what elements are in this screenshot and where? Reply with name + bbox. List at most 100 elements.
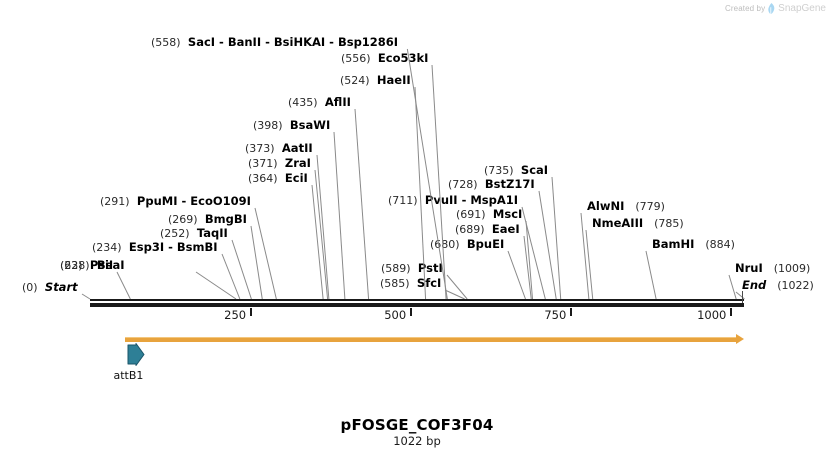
enzyme-name: BsaWI (289, 118, 331, 132)
enzyme-name: ScaI (520, 163, 549, 177)
ruler-tick-label: 500 (384, 308, 407, 322)
site-position: (779) (635, 200, 665, 213)
site-position: (228) (60, 259, 90, 272)
enzyme-name: SacI (187, 35, 216, 49)
site-position: (585) (380, 277, 410, 290)
enzyme-name: EaeI (491, 222, 520, 236)
enzyme-name: EciI (284, 171, 308, 185)
site-position: (269) (168, 213, 198, 226)
enzyme-name: BstZ17I (484, 177, 535, 191)
leader-line (431, 64, 447, 300)
restriction-site-label[interactable]: (524) HaeII (340, 74, 411, 87)
leader-line (81, 293, 91, 300)
enzyme-name: TaqII (196, 226, 228, 240)
leader-line (521, 206, 546, 300)
restriction-site-label[interactable]: (291) PpuMI - EcoO109I (100, 195, 251, 208)
restriction-site-label[interactable]: (691) MscI (456, 208, 522, 221)
restriction-site-label[interactable]: (728) BstZ17I (448, 178, 535, 191)
leader-line (551, 176, 562, 300)
restriction-site-label[interactable]: (558) SacI - BanII - BsiHKAI - Bsp1286I (151, 36, 398, 49)
enzyme-name: HaeII (376, 73, 411, 87)
restriction-site-label[interactable]: (680) BpuEI (430, 238, 504, 251)
enzyme-name: Esp3I (128, 240, 165, 254)
site-position: (558) (151, 36, 181, 49)
site-position: (785) (654, 217, 684, 230)
restriction-site-label[interactable]: (252) TaqII (160, 227, 228, 240)
restriction-site-label[interactable]: (585) SfcI (380, 277, 441, 290)
enzyme-name: Start (44, 280, 78, 294)
leader-line (406, 48, 448, 300)
leader-line (195, 271, 237, 300)
restriction-site-label[interactable]: AlwNI (779) (587, 200, 665, 213)
restriction-site-label[interactable]: (364) EciI (248, 172, 308, 185)
enzyme-name: BpuEI (466, 237, 505, 251)
restriction-site-label[interactable]: (711) PvuII - MspA1I (388, 194, 518, 207)
leader-line (414, 86, 427, 300)
site-position: (1022) (777, 279, 814, 292)
restriction-site-label[interactable]: (373) AatII (245, 142, 313, 155)
sequence-end-cap (742, 291, 744, 303)
feature-arrow-icon (127, 343, 144, 366)
enzyme-name: AatII (281, 141, 313, 155)
restriction-site-label[interactable]: (269) BmgBI (168, 213, 247, 226)
restriction-site-label[interactable]: (63) PsiI (60, 259, 113, 272)
sequence-length: 1022 bp (393, 434, 441, 448)
site-position: (691) (456, 208, 486, 221)
leader-line (314, 169, 329, 300)
restriction-site-label[interactable]: NmeAIII (785) (592, 217, 684, 230)
enzyme-name: ZraI (284, 156, 311, 170)
restriction-site-label[interactable]: (234) Esp3I - BsmBI (92, 241, 218, 254)
enzyme-separator: - (177, 194, 191, 208)
ruler-tick (410, 308, 413, 316)
enzyme-separator: - (261, 35, 274, 49)
leader-line (580, 212, 590, 300)
restriction-site-label[interactable]: (371) ZraI (248, 157, 311, 170)
ruler-tick-label: 1000 (697, 308, 727, 322)
leader-line (354, 108, 370, 300)
enzyme-name: BamHI (652, 237, 695, 251)
sequence-backbone-bottom (90, 303, 745, 307)
restriction-site-label[interactable]: (228) BsaI (60, 259, 125, 272)
restriction-site-label[interactable]: NruI (1009) (735, 262, 810, 275)
leader-line (221, 253, 241, 300)
enzyme-name: AflII (324, 95, 351, 109)
ruler-tick-label: 750 (544, 308, 567, 322)
enzyme-name: BsmBI (176, 240, 218, 254)
restriction-site-label[interactable]: (398) BsaWI (253, 119, 330, 132)
enzyme-name: End (742, 278, 767, 292)
orange-feature-bar[interactable] (125, 337, 737, 342)
site-position: (689) (455, 223, 485, 236)
enzyme-name: BanII (227, 35, 262, 49)
feature-arrow-attb1[interactable] (127, 343, 145, 367)
site-position: (371) (248, 157, 278, 170)
enzyme-name: EcoO109I (190, 194, 251, 208)
enzyme-name: BsiHKAI (273, 35, 326, 49)
restriction-site-label[interactable]: (435) AflII (288, 96, 351, 109)
enzyme-name: AlwNI (587, 199, 625, 213)
leader-line (446, 274, 468, 300)
restriction-site-label[interactable]: (556) Eco53kI (341, 52, 428, 65)
site-position: (291) (100, 195, 130, 208)
restriction-site-label[interactable]: End (1022) (742, 279, 814, 292)
enzyme-name: MscI (492, 207, 523, 221)
enzyme-separator: - (457, 193, 471, 207)
feature-label-attb1: attB1 (113, 369, 144, 382)
ruler-tick-label: 250 (224, 308, 247, 322)
leader-line (728, 274, 737, 300)
enzyme-name: BmgBI (204, 212, 247, 226)
snapgene-watermark: Created by SnapGene (725, 3, 826, 14)
leader-line (645, 250, 657, 300)
restriction-site-label[interactable]: (0) Start (22, 281, 78, 294)
leader-line (525, 220, 534, 300)
enzyme-name: PpuMI (136, 194, 178, 208)
site-position: (735) (484, 164, 514, 177)
leader-line (538, 190, 557, 300)
restriction-site-label[interactable]: (689) EaeI (455, 223, 520, 236)
site-position: (435) (288, 96, 318, 109)
enzyme-name: PvuII (424, 193, 458, 207)
restriction-site-label[interactable]: (735) ScaI (484, 164, 548, 177)
site-position: (884) (705, 238, 735, 251)
restriction-site-label[interactable]: BamHI (884) (652, 238, 735, 251)
